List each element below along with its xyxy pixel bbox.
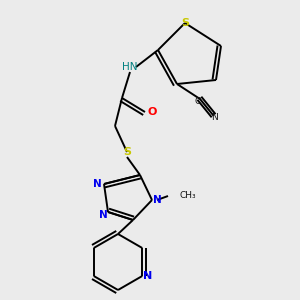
Text: O: O xyxy=(147,107,157,117)
Text: N: N xyxy=(153,195,161,205)
Text: HN: HN xyxy=(122,62,138,72)
Text: S: S xyxy=(181,18,189,28)
Text: N: N xyxy=(142,271,152,281)
Text: S: S xyxy=(123,147,131,157)
Text: C: C xyxy=(195,97,201,106)
Text: N: N xyxy=(212,113,218,122)
Text: N: N xyxy=(93,179,101,189)
Text: N: N xyxy=(99,210,107,220)
Text: CH₃: CH₃ xyxy=(180,191,196,200)
